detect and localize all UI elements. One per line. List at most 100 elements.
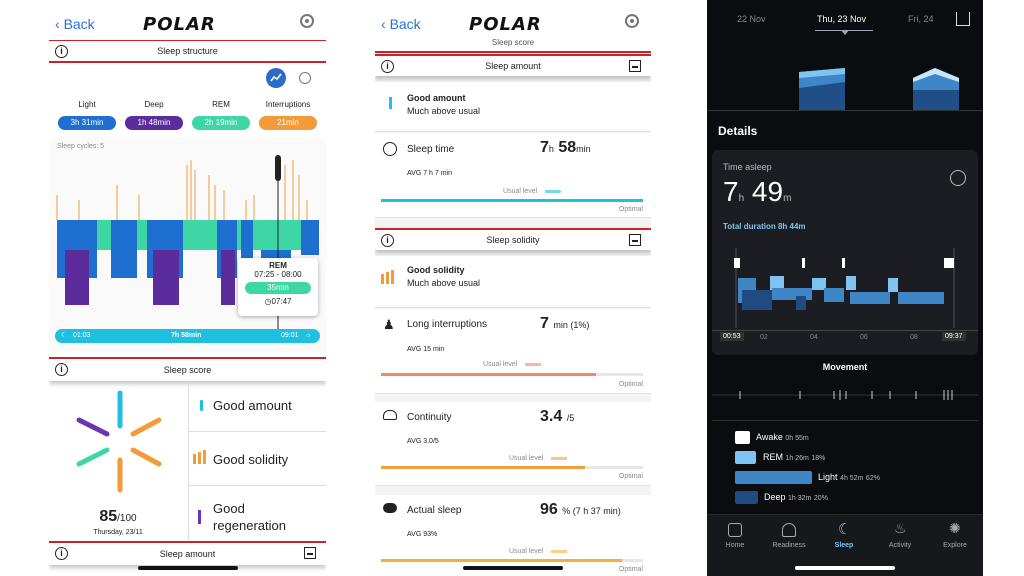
continuity-card: Continuity 3.4 /5 AVG 3.0/5 Usual level …: [375, 402, 651, 486]
legend-swatch-light: [735, 471, 812, 484]
nav-activity[interactable]: Activity: [888, 542, 912, 549]
legend-swatch-deep: [735, 491, 758, 504]
sleep-time-label: Sleep time: [407, 144, 455, 155]
sleep-structure-header: i Sleep structure: [49, 41, 326, 63]
score-item-solidity[interactable]: Good solidity: [188, 432, 326, 486]
sleep-dark-screen: 22 Nov Thu, 23 Nov Fri, 24 Details Time …: [707, 0, 983, 576]
bottom-nav: Home Readiness ☾ Sleep ♨ Activity ✺ Expl…: [707, 514, 983, 576]
movement-title: Movement: [822, 362, 868, 372]
axis-end: 09:37: [942, 332, 966, 341]
sleep-score-wheel: [76, 390, 162, 493]
sleep-score-header-collapsed: Sleep score: [375, 38, 651, 53]
optimal-label: Optimal: [618, 206, 643, 213]
section-title: Sleep structure: [157, 46, 218, 56]
legend-swatch-awake: [735, 431, 750, 444]
archive-icon[interactable]: [629, 60, 641, 72]
long-interruptions-card: ♟ Long interruptions 7 min (1%) AVG 15 m…: [375, 309, 651, 394]
sleep-stage-chart: [734, 248, 955, 328]
sleep-timeline[interactable]: ☾ 01:03 7h 58min 09:01 ☼: [55, 329, 320, 343]
date-next[interactable]: Fri, 24: [908, 14, 934, 24]
tooltip-clock: 07:47: [271, 297, 292, 306]
score-date: Thursday, 23/11: [93, 529, 143, 536]
sleep-score-value: 85/100: [49, 508, 187, 526]
score-item-amount[interactable]: Good amount: [188, 380, 326, 432]
sleep-time-avg: AVG 7 h 7 min: [407, 170, 453, 177]
archive-icon[interactable]: [304, 547, 316, 559]
date-current[interactable]: Thu, 23 Nov: [817, 14, 867, 24]
nav-explore[interactable]: Explore: [943, 542, 967, 549]
timeline-end: 09:01: [281, 332, 299, 339]
info-icon[interactable]: i: [381, 234, 394, 247]
section-title: Sleep solidity: [486, 235, 540, 245]
archive-icon[interactable]: [629, 234, 641, 246]
info-icon[interactable]: i: [381, 60, 394, 73]
back-label: Back: [389, 16, 421, 32]
cycle-view-icon[interactable]: [299, 72, 311, 84]
stage-tooltip: REM 07:25 - 08:00 35min ◷07:47: [238, 258, 318, 316]
home-indicator: [795, 566, 895, 570]
explore-icon[interactable]: ✺: [949, 520, 961, 536]
legend-deep: Deep 1h 32m 20%: [764, 492, 828, 502]
score-number: 85: [99, 508, 118, 525]
total-duration: Total duration 8h 44m: [723, 222, 806, 231]
amount-title: Good amount: [407, 93, 466, 103]
share-icon[interactable]: [956, 12, 970, 26]
tooltip-stage: REM: [269, 261, 287, 270]
chart-view-icon[interactable]: [266, 68, 286, 88]
long-interruptions-bar: [381, 373, 596, 376]
info-icon[interactable]: i: [55, 45, 68, 58]
gear-icon[interactable]: [300, 14, 314, 28]
polar-sleep-details-screen: ‹ Back POLAR Sleep score i Sleep amount …: [375, 0, 651, 576]
section-title: Sleep amount: [159, 549, 216, 559]
axis-start: 00:53: [720, 332, 744, 341]
stage-label-interruptions: Interruptions: [265, 100, 311, 109]
flame-icon[interactable]: ♨: [894, 520, 907, 536]
cloud-icon: [383, 503, 397, 513]
home-indicator: [137, 566, 238, 570]
stage-pill-deep: 1h 48min: [125, 116, 183, 130]
polar-logo: POLAR: [143, 14, 216, 35]
back-label: Back: [63, 16, 95, 32]
stopwatch-icon: [383, 142, 397, 156]
legend-awake: Awake 0h 55m: [756, 432, 809, 442]
home-indicator: [463, 566, 563, 570]
solidity-summary-card: Good solidity Much above usual: [375, 256, 651, 308]
date-prev[interactable]: 22 Nov: [737, 14, 766, 24]
info-icon[interactable]: i: [55, 363, 68, 376]
legend-light: Light 4h 52m 62%: [818, 472, 880, 482]
hypnogram: [56, 155, 319, 335]
stage-label-deep: Deep: [144, 100, 164, 109]
details-title: Details: [718, 124, 758, 138]
moon-icon[interactable]: ☾: [838, 521, 852, 538]
gear-icon[interactable]: [625, 14, 639, 28]
settings-sliders-icon[interactable]: [950, 170, 966, 186]
sleep-solidity-header: i Sleep solidity: [375, 228, 651, 250]
legend-rem: REM 1h 26m 18%: [763, 452, 826, 462]
timeline-total: 7h 58min: [171, 332, 202, 339]
polar-logo: POLAR: [469, 14, 542, 35]
week-sleep-bars: [799, 68, 959, 110]
continuity-bar: [381, 466, 586, 469]
legend-swatch-rem: [735, 451, 756, 464]
sun-icon: ☼: [305, 332, 312, 339]
nav-readiness[interactable]: Readiness: [772, 542, 806, 549]
score-item-regeneration[interactable]: Good regeneration: [188, 486, 326, 540]
back-button[interactable]: ‹ Back: [55, 16, 95, 32]
nav-home[interactable]: Home: [725, 542, 745, 549]
solidity-title: Good solidity: [407, 265, 465, 275]
back-button[interactable]: ‹ Back: [381, 16, 421, 32]
sleep-time-bar: [381, 199, 643, 202]
info-icon[interactable]: i: [55, 547, 68, 560]
nav-sleep[interactable]: Sleep: [834, 542, 854, 549]
home-icon[interactable]: [728, 523, 742, 537]
timeline-start: 01:03: [73, 332, 91, 339]
section-title: Sleep score: [163, 365, 212, 375]
stage-label-rem: REM: [212, 100, 230, 109]
time-asleep-card: Time asleep 7h 49m Total duration 8h 44m: [712, 150, 978, 355]
readiness-icon[interactable]: [782, 523, 796, 537]
continuity-icon: [383, 410, 397, 420]
clock-icon: ◷: [264, 297, 272, 306]
usual-level-label: Usual level: [503, 188, 538, 195]
stage-pill-light: 3h 31min: [58, 116, 116, 130]
movement-chart: [712, 390, 978, 400]
